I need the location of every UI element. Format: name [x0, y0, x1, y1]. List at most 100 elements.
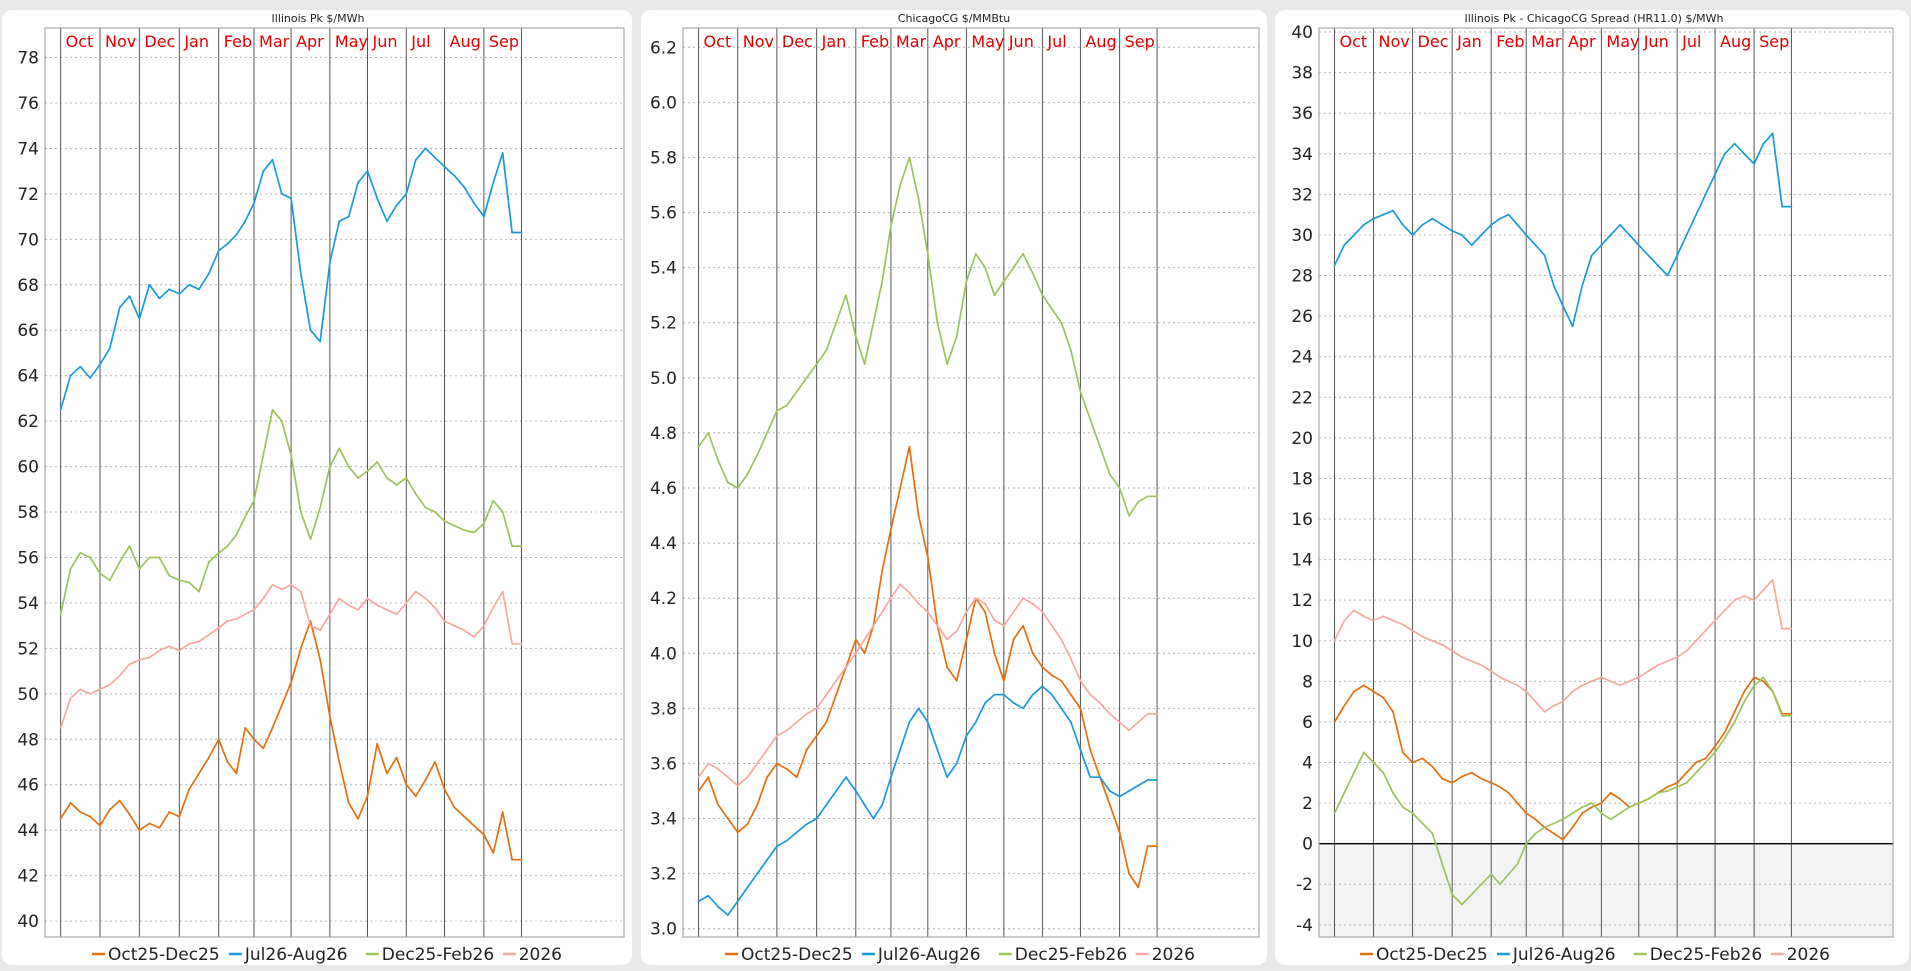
data-point: [1451, 781, 1454, 784]
y-tick-label: 28: [1291, 267, 1313, 287]
data-point: [727, 481, 729, 484]
data-point: [917, 602, 920, 605]
data-point: [69, 568, 72, 570]
data-point: [776, 762, 778, 765]
data-point: [936, 624, 939, 627]
data-point: [736, 784, 739, 787]
data-point: [756, 454, 759, 456]
data-point: [1695, 213, 1697, 216]
data-point: [1647, 670, 1650, 673]
data-point: [1461, 775, 1463, 778]
data-point: [825, 693, 828, 696]
month-label-jun: Jun: [1643, 32, 1669, 51]
y-tick-label: 6: [1302, 713, 1313, 733]
data-point: [993, 652, 996, 655]
chart-legend: Oct25-Dec25 Jul26-Aug26 Dec25-Feb26 2026: [92, 945, 562, 965]
data-point: [1089, 776, 1092, 779]
data-point: [309, 329, 312, 332]
data-point: [244, 515, 247, 518]
data-point: [1490, 873, 1493, 875]
data-point: [208, 633, 210, 636]
data-point: [1002, 280, 1005, 283]
data-point: [993, 619, 996, 622]
data-point: [1543, 254, 1546, 257]
y-tick-label: 2: [1302, 794, 1313, 814]
chart-panel-3: -4-2024681012141618202224262830323436384…: [1275, 10, 1909, 965]
data-point: [1525, 234, 1528, 236]
data-point: [1353, 234, 1355, 236]
data-point: [483, 215, 485, 218]
data-point: [1714, 173, 1716, 176]
data-point: [1723, 609, 1726, 612]
data-point: [872, 321, 875, 324]
data-point: [1041, 666, 1044, 668]
legend-label: 2026: [1152, 945, 1195, 965]
data-point: [1562, 700, 1564, 703]
data-point: [235, 618, 238, 620]
data-point: [405, 783, 408, 786]
y-tick-label: 18: [1291, 469, 1313, 489]
data-point: [483, 522, 485, 525]
data-point: [1070, 349, 1072, 352]
data-point: [1431, 832, 1434, 835]
data-point: [1012, 638, 1015, 641]
data-point: [707, 432, 710, 434]
data-point: [1753, 599, 1755, 602]
data-point: [1507, 873, 1510, 875]
data-point: [1628, 680, 1631, 683]
y-tick-label: 44: [17, 821, 39, 841]
data-point: [424, 147, 427, 150]
data-point: [756, 762, 759, 765]
data-point: [1012, 702, 1015, 704]
data-point: [280, 588, 283, 591]
data-point: [1525, 842, 1528, 845]
data-point: [414, 493, 417, 495]
month-label-may: May: [335, 32, 368, 51]
data-point: [926, 253, 929, 255]
y-tick-label: 4: [1302, 754, 1313, 774]
data-point: [1714, 751, 1716, 754]
data-point: [1372, 690, 1375, 693]
data-point: [217, 552, 220, 554]
data-point: [1382, 213, 1385, 216]
data-point: [253, 499, 255, 502]
data-point: [1685, 650, 1688, 652]
data-point: [376, 461, 379, 463]
data-point: [501, 590, 504, 593]
data-point: [198, 640, 200, 643]
data-point: [453, 624, 456, 627]
data-point: [1516, 802, 1519, 804]
data-point: [262, 170, 265, 173]
data-point: [1619, 223, 1621, 226]
data-point: [1031, 693, 1034, 696]
data-point: [148, 822, 151, 825]
data-point: [1647, 254, 1650, 257]
data-point: [1499, 786, 1501, 788]
y-tick-label: 30: [1291, 226, 1313, 246]
data-point: [329, 613, 331, 616]
data-point: [366, 795, 369, 797]
data-point: [1666, 790, 1669, 792]
data-point: [366, 470, 369, 472]
data-point: [319, 340, 322, 343]
data-point: [825, 349, 828, 352]
data-point: [1333, 639, 1336, 642]
data-point: [1743, 690, 1746, 693]
data-point: [443, 788, 446, 791]
data-point: [946, 776, 948, 779]
data-point: [376, 197, 379, 200]
data-point: [908, 591, 911, 594]
data-point: [414, 795, 417, 797]
data-point: [1137, 721, 1140, 723]
data-point: [1060, 707, 1063, 710]
legend-label: 2026: [1787, 945, 1830, 965]
panel-background: [2, 10, 632, 965]
data-point: [280, 193, 283, 195]
data-point: [1666, 786, 1669, 788]
data-point: [1534, 244, 1537, 247]
data-point: [1051, 308, 1053, 310]
data-point: [1392, 619, 1394, 622]
data-point: [1441, 223, 1444, 226]
data-point: [386, 220, 388, 223]
data-point: [1089, 693, 1092, 696]
